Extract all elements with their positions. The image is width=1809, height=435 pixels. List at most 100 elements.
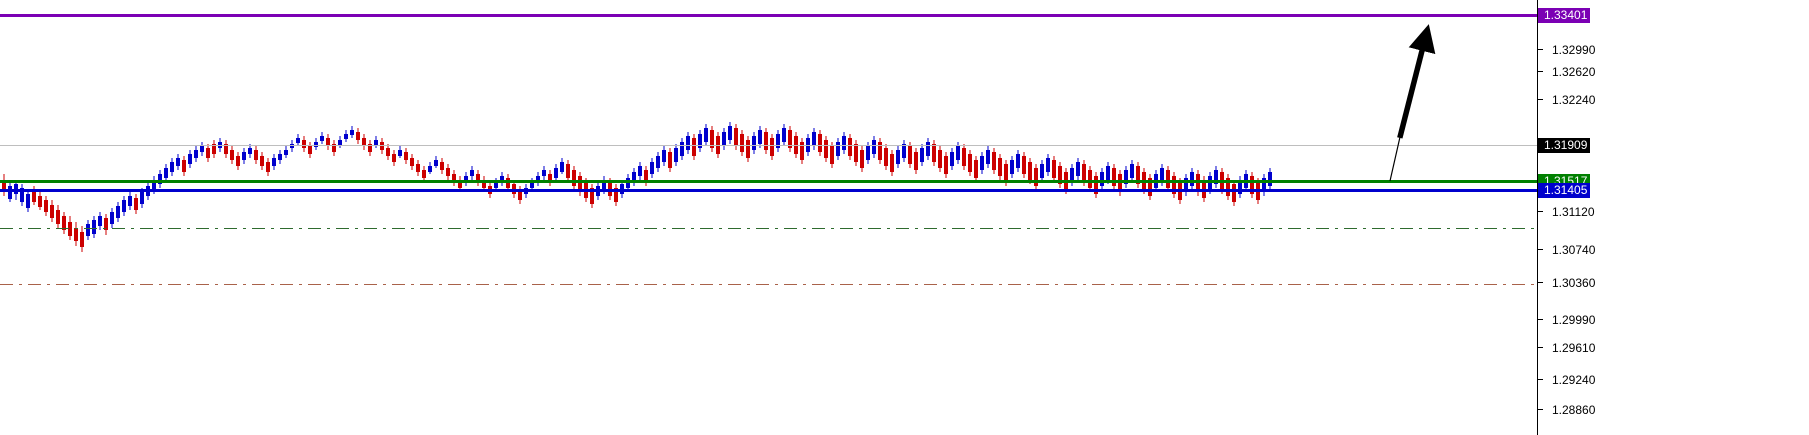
candle-body [1238,180,1242,194]
candle-body [446,168,450,176]
candle-body [62,216,66,230]
candle-body [308,146,312,154]
candle-body [20,188,24,202]
candle-body [590,188,594,204]
candle-body [632,172,636,182]
last-price-price-chip[interactable]: 1.31909 [1538,138,1591,153]
candle-body [404,152,408,160]
candle-body [8,186,12,199]
candle-body [242,152,246,160]
candle-body [362,138,366,146]
candle-body [650,162,654,174]
candle-body [524,188,528,194]
candle-body [152,180,156,190]
tick-mark [1538,99,1543,100]
candle-body [968,154,972,172]
candle-body [272,158,276,166]
candle-body [1118,174,1122,192]
candle-body [548,174,552,182]
candle-body [698,134,702,148]
candle-body [32,190,36,202]
candle-body [1112,168,1116,186]
candle-body [1070,168,1074,182]
candle-body [440,162,444,170]
tick-mark [1538,409,1543,410]
candle-body [506,178,510,188]
candle-body [770,138,774,156]
candle-body [734,128,738,146]
candle-body [830,146,834,164]
candle-body [1250,176,1254,194]
candle-body [464,176,468,182]
candle-body [1004,164,1008,182]
candle-body [794,136,798,154]
candle-body [920,148,924,162]
candle-body [1214,170,1218,184]
ask-level-price-chip[interactable]: 1.31405 [1538,183,1591,198]
candle-body [1094,176,1098,194]
candle-body [836,142,840,156]
tick-mark [1538,347,1543,348]
candle-body [1160,168,1164,182]
candle-body [494,182,498,188]
candle-body [518,190,522,200]
candle-body [212,144,216,154]
candle-body [1022,156,1026,174]
tick-label: 1.32620 [1552,65,1596,79]
candle-body [554,168,558,178]
candle-body [644,170,648,182]
candle-body [746,140,750,158]
candle-body [452,174,456,182]
candle-body [368,144,372,152]
candle-body [530,182,534,188]
candle-body [1142,172,1146,190]
candle-body [428,166,432,172]
candle-body [752,136,756,150]
tick-label: 1.29610 [1552,341,1596,355]
candle-body [68,222,72,236]
chart-plot-area[interactable] [0,0,1537,435]
tick-label: 1.30360 [1552,276,1596,290]
candle-body [914,152,918,170]
tick-label: 1.31120 [1552,205,1595,219]
candle-body [596,186,600,196]
candle-body [584,182,588,198]
candle-body [974,160,978,178]
tick-mark [1538,249,1543,250]
candle-body [656,156,660,168]
candle-body [878,142,882,160]
candle-body [1082,164,1086,182]
candle-body [1226,178,1230,196]
candle-body [110,212,114,224]
candle-body [566,164,570,178]
candle-body [890,154,894,172]
candle-body [188,154,192,164]
candle-body [1040,164,1044,178]
candle-body [1100,172,1104,186]
candle-body [422,170,426,178]
candle-body [500,176,504,182]
candle-body [1052,160,1056,178]
candle-body [170,162,174,172]
candle-body [758,130,762,144]
candle-body [140,192,144,204]
candle-body [1058,166,1062,184]
candle-body [1010,160,1014,174]
candle-body [296,138,300,143]
candle-body [194,150,198,158]
candle-body [392,154,396,162]
candle-body [38,196,42,207]
price-axis-panel[interactable]: 1.32990 1.32620 1.32240 1.31120 1.30740 1.303… [1537,0,1809,435]
candle-body [470,170,474,176]
candle-body [1088,170,1092,188]
candle-body [608,182,612,196]
candle-body [980,156,984,170]
candle-body [560,162,564,172]
candle-body [776,134,780,148]
resistance-level-price-chip[interactable]: 1.33401 [1538,8,1591,23]
candle-body [476,174,480,182]
candle-body [842,136,846,150]
candle-body [1130,164,1134,178]
candle-body [992,152,996,170]
candle-body [854,144,858,162]
